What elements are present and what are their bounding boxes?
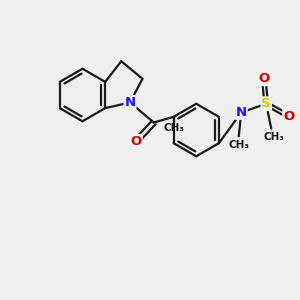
Text: CH₃: CH₃ <box>263 133 284 142</box>
Text: N: N <box>124 96 136 109</box>
Text: O: O <box>130 135 142 148</box>
Text: CH₃: CH₃ <box>228 140 249 150</box>
Text: CH₃: CH₃ <box>163 123 184 133</box>
Text: O: O <box>283 110 294 123</box>
Text: S: S <box>261 97 271 110</box>
Text: N: N <box>236 106 247 119</box>
Text: O: O <box>258 72 269 85</box>
